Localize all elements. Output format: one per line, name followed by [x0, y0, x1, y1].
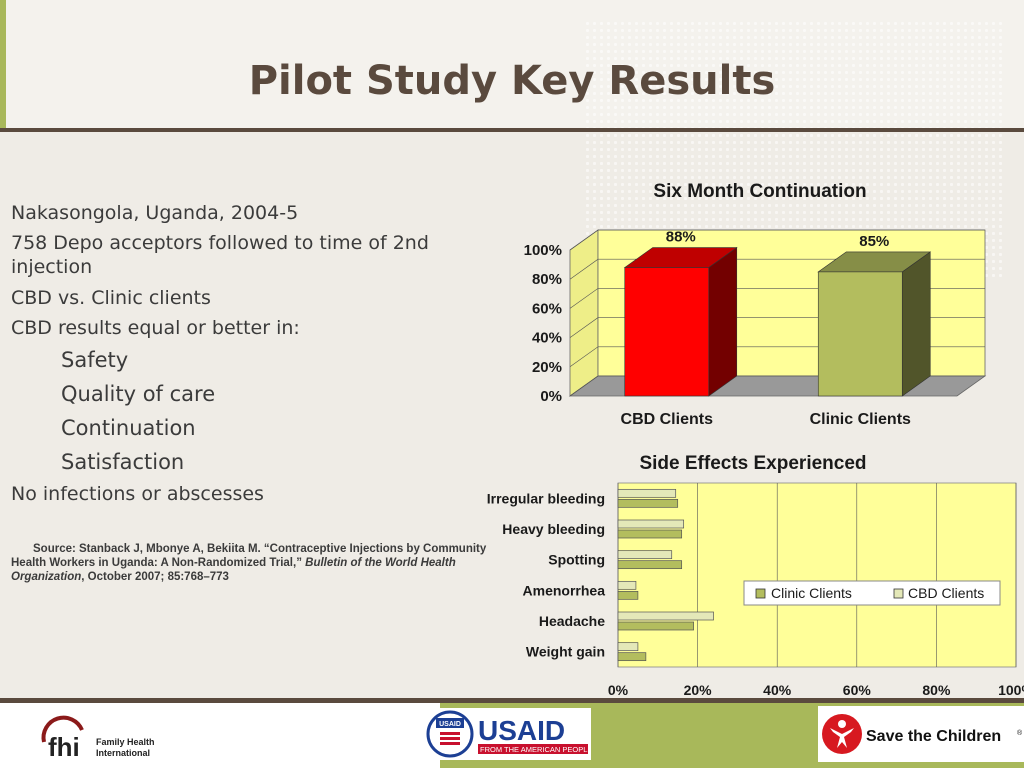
legend-label-clinic: Clinic Clients — [771, 585, 852, 601]
usaid-tagline: FROM THE AMERICAN PEOPLE — [480, 745, 591, 754]
source-prefix: Source: Stanback J, Mbonye A, Bekiita M.… — [11, 543, 487, 569]
chart2-bar-clinic — [617, 529, 683, 539]
chart2-bar-cbd — [617, 550, 673, 560]
chart1-bar — [624, 267, 710, 397]
usaid-seal-text: USAID — [439, 721, 461, 728]
chart1-ytick: 0% — [540, 388, 562, 405]
chart2-plot-bg — [617, 482, 1017, 668]
chart2-bar-clinic — [617, 652, 647, 662]
chart2-xtick: 0% — [608, 682, 629, 698]
chart1-gridline — [569, 229, 985, 251]
chart2-xtick: 40% — [763, 682, 792, 698]
chart2-legend: Clinic Clients CBD Clients — [743, 580, 1001, 606]
chart2-bar-cbd — [617, 519, 685, 529]
chart2-xtick: 80% — [922, 682, 951, 698]
stc-mark: ® — [1017, 729, 1023, 737]
chart2-category-label: Headache — [539, 613, 605, 629]
chart2-bar-clinic — [617, 621, 694, 631]
chart1-ytick: 80% — [532, 271, 562, 288]
chart2-category-label: Weight gain — [526, 644, 605, 660]
chart2-xtick: 100% — [998, 682, 1024, 698]
source-citation: Source: Stanback J, Mbonye A, Bekiita M.… — [11, 542, 491, 584]
chart1-bar-side — [901, 251, 931, 397]
subbullet-satisfaction: Satisfaction — [61, 450, 185, 474]
continuation-chart: Six Month Continuation 0% 20% 40% 60% 80% 100… — [524, 181, 987, 428]
chart1-category-label: Clinic Clients — [810, 411, 911, 428]
chart2-axis-labels: 0% 20% 40% 60% 80% 100% Irregular bleeding Heav… — [487, 490, 1024, 698]
chart2-xtick: 20% — [684, 682, 713, 698]
fhi-line1: Family Health — [96, 737, 155, 747]
slide-title: Pilot Study Key Results — [248, 58, 776, 104]
chart2-bar-cbd — [617, 488, 677, 498]
chart2-category-label: Irregular bleeding — [487, 490, 605, 506]
chart1-title: Six Month Continuation — [653, 181, 866, 202]
chart2-bar-cbd — [617, 611, 714, 621]
chart1-data-label: 85% — [859, 233, 889, 250]
chart2-bars — [617, 488, 714, 662]
chart1-bars: 88% 85% — [623, 229, 932, 397]
usaid-name: USAID — [478, 715, 565, 746]
subbullet-quality: Quality of care — [61, 382, 216, 406]
legend-box — [743, 580, 1001, 606]
source-suffix: , October 2007; 85:768–773 — [81, 571, 229, 583]
subbullet-safety: Safety — [61, 348, 129, 372]
fhi-logo: fhi Family Health International — [41, 715, 155, 762]
chart2-category-label: Heavy bleeding — [502, 521, 605, 537]
chart2-bar-cbd — [617, 642, 639, 652]
chart2-category-label: Spotting — [548, 552, 605, 568]
bullet-comparison: CBD vs. Clinic clients — [11, 287, 211, 309]
chart1-axis: 0% 20% 40% 60% 80% 100% CBD Clients Clinic Clie… — [524, 242, 911, 428]
legend-swatch-cbd — [893, 588, 904, 599]
bullet-location: Nakasongola, Uganda, 2004-5 — [11, 202, 299, 224]
stc-name: Save the Children — [866, 728, 1001, 745]
fhi-line2: International — [96, 748, 150, 758]
legend-label-cbd: CBD Clients — [908, 585, 984, 601]
chart1-ytick: 60% — [532, 300, 562, 317]
chart1-ytick: 100% — [524, 242, 562, 259]
chart1-data-label: 88% — [666, 229, 696, 246]
chart2-category-label: Amenorrhea — [523, 582, 606, 598]
chart1-ytick: 40% — [532, 330, 562, 347]
legend-swatch-clinic — [755, 588, 766, 599]
chart2-bar-clinic — [617, 560, 683, 570]
usaid-logo: USAID USAID FROM THE AMERICAN PEOPLE — [426, 708, 591, 760]
chart2-bar-clinic — [617, 498, 679, 508]
subbullet-continuation: Continuation — [61, 416, 196, 440]
save-the-children-logo: Save the Children ® — [818, 706, 1024, 762]
footer-rule — [0, 698, 1024, 703]
chart2-xtick: 60% — [843, 682, 872, 698]
bullet-list: Nakasongola, Uganda, 2004-5 758 Depo acc… — [11, 198, 491, 509]
source-journal: Bulletin of the World Health Organizatio… — [11, 557, 456, 583]
title-rule — [0, 128, 1024, 132]
chart2-title: Side Effects Experienced — [639, 453, 866, 474]
left-accent-bar — [0, 0, 6, 128]
bullet-no-infections: No infections or abscesses — [11, 483, 264, 505]
chart1-side-wall — [569, 229, 599, 397]
chart1-ytick: 20% — [532, 359, 562, 376]
bullet-acceptors: 758 Depo acceptors followed to time of 2… — [11, 232, 429, 278]
chart2-plot-area — [617, 482, 1017, 668]
chart1-category-label: CBD Clients — [621, 411, 714, 428]
bullet-results: CBD results equal or better in: — [11, 317, 300, 339]
chart2-bar-cbd — [617, 580, 637, 590]
fhi-mark: fhi — [48, 732, 80, 762]
chart2-bar-clinic — [617, 590, 639, 600]
chart1-bar — [817, 271, 903, 397]
chart1-bar-side — [708, 246, 738, 397]
side-effects-chart: Side Effects Experienced 0% 20% 40% 60% 80% 1… — [487, 453, 1024, 698]
